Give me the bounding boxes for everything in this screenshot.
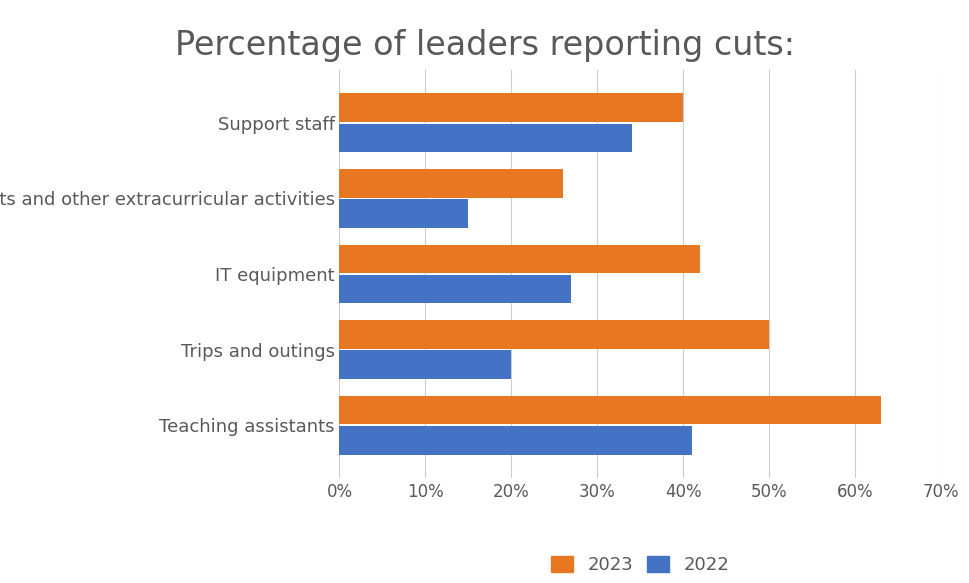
Bar — [339, 350, 511, 379]
Bar — [339, 275, 571, 304]
Bar — [339, 320, 768, 349]
Legend: 2023, 2022: 2023, 2022 — [544, 548, 735, 581]
Bar — [339, 244, 700, 273]
Bar — [339, 199, 468, 228]
Text: Percentage of leaders reporting cuts:: Percentage of leaders reporting cuts: — [174, 29, 795, 62]
Bar — [339, 124, 631, 152]
Bar — [339, 169, 562, 198]
Bar — [339, 93, 682, 122]
Bar — [339, 396, 880, 424]
Bar — [339, 426, 691, 455]
